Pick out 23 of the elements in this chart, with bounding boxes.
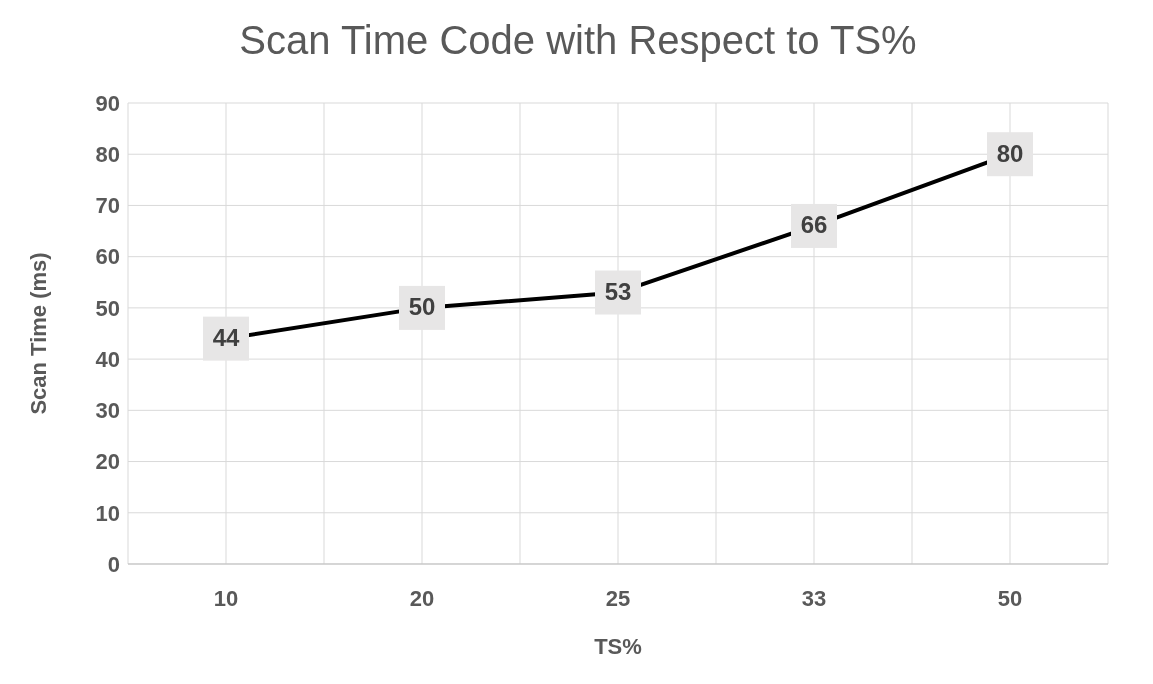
data-label: 53 [604,277,632,305]
y-tick-label: 60 [95,244,120,270]
y-tick-label: 50 [95,295,120,321]
x-tick-label: 10 [213,585,239,611]
y-tick-label: 10 [95,500,120,526]
data-label: 44 [212,323,240,351]
y-tick-label: 80 [95,142,120,168]
y-tick-label: 90 [95,90,120,116]
data-label: 80 [996,139,1024,167]
chart-title: Scan Time Code with Respect to TS% [238,18,918,63]
y-tick-label: 70 [95,193,120,219]
y-tick-label: 20 [95,449,120,475]
y-tick-label: 40 [95,346,120,372]
x-tick-label: 20 [409,585,435,611]
y-tick-label: 30 [95,398,120,424]
data-label: 50 [408,293,436,321]
y-tick-label: 0 [107,551,120,577]
y-axis-title: Scan Time (ms) [25,252,51,415]
x-tick-label: 33 [801,585,827,611]
x-axis-title: TS% [594,634,642,659]
x-tick-label: 50 [997,585,1023,611]
x-tick-label: 25 [605,585,631,611]
data-label: 66 [800,211,828,239]
